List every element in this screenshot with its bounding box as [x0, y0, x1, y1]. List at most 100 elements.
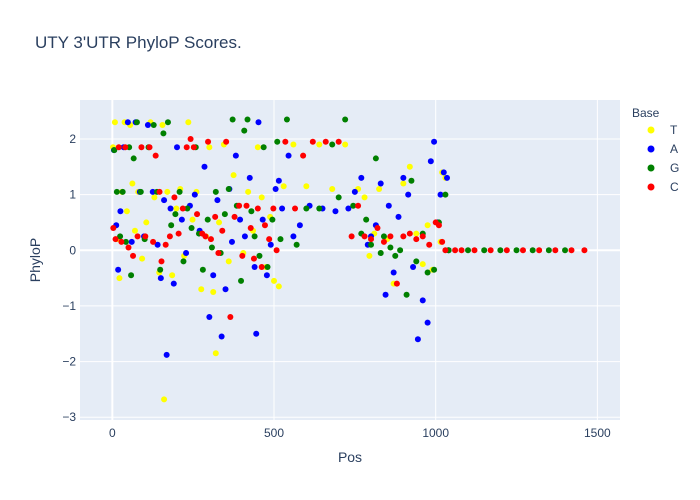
data-point-T	[206, 144, 213, 151]
data-point-G	[277, 236, 284, 243]
data-point-G	[408, 177, 415, 184]
data-point-A	[149, 188, 156, 195]
data-point-C	[243, 202, 250, 209]
data-point-C	[282, 138, 289, 145]
data-point-C	[236, 202, 243, 209]
data-point-G	[283, 116, 290, 123]
data-point-T	[198, 286, 205, 293]
data-point-G	[122, 238, 129, 245]
data-point-G	[329, 141, 336, 148]
data-point-A	[174, 144, 181, 151]
data-point-A	[218, 333, 225, 340]
data-point-A	[395, 213, 402, 220]
data-point-G	[465, 247, 472, 254]
data-point-A	[241, 233, 248, 240]
data-point-T	[361, 194, 368, 201]
data-point-A	[385, 202, 392, 209]
data-point-C	[205, 138, 212, 145]
x-tick-label: 500	[264, 426, 284, 440]
data-point-T	[290, 141, 297, 148]
data-point-G	[248, 208, 255, 215]
data-point-A	[161, 197, 168, 204]
legend-marker-G	[647, 164, 655, 172]
data-point-A	[405, 191, 412, 198]
legend-label-C: C	[670, 180, 679, 194]
data-point-G	[164, 119, 171, 126]
data-point-G	[184, 205, 191, 212]
data-point-C	[309, 138, 316, 145]
data-point-T	[123, 208, 130, 215]
data-point-C	[503, 247, 510, 254]
data-point-C	[442, 247, 449, 254]
data-point-C	[156, 188, 163, 195]
data-point-A	[170, 280, 177, 287]
data-point-G	[431, 266, 438, 273]
y-tick-label: 0	[69, 243, 76, 257]
data-point-T	[169, 272, 176, 279]
data-point-G	[229, 116, 236, 123]
data-point-A	[253, 330, 260, 337]
data-point-G	[168, 222, 175, 229]
y-tick-label: 2	[69, 132, 76, 146]
data-point-T	[111, 119, 118, 126]
data-point-C	[568, 247, 575, 254]
data-point-A	[128, 238, 135, 245]
data-point-G	[157, 266, 164, 273]
data-point-G	[111, 147, 118, 154]
data-point-G	[119, 188, 126, 195]
data-point-C	[261, 222, 268, 229]
data-point-T	[376, 186, 383, 193]
data-point-A	[222, 286, 229, 293]
data-point-T	[413, 230, 420, 237]
data-point-A	[115, 266, 122, 273]
data-point-T	[129, 180, 136, 187]
data-point-A	[275, 177, 282, 184]
data-point-G	[562, 247, 569, 254]
data-point-C	[452, 247, 459, 254]
y-tick-label: −2	[62, 355, 76, 369]
data-point-G	[380, 233, 387, 240]
data-point-A	[117, 208, 124, 215]
data-point-T	[230, 172, 237, 179]
data-point-C	[122, 144, 129, 151]
data-point-A	[228, 238, 235, 245]
data-point-A	[237, 216, 244, 223]
data-point-T	[245, 188, 252, 195]
data-point-C	[266, 236, 273, 243]
x-axis-title: Pos	[338, 449, 362, 465]
data-point-T	[258, 194, 265, 201]
data-point-A	[251, 263, 258, 270]
data-point-T	[303, 183, 310, 190]
data-point-A	[358, 174, 365, 181]
data-point-G	[128, 272, 135, 279]
data-point-A	[191, 191, 198, 198]
data-point-C	[458, 247, 465, 254]
data-point-T	[342, 141, 349, 148]
data-point-C	[146, 144, 153, 151]
data-point-A	[377, 180, 384, 187]
data-point-C	[426, 241, 433, 248]
data-point-G	[316, 205, 323, 212]
data-point-C	[374, 225, 381, 231]
data-point-C	[118, 238, 125, 245]
data-point-A	[410, 263, 417, 270]
data-point-A	[201, 163, 208, 170]
data-point-G	[244, 116, 251, 123]
y-tick-label: 1	[69, 188, 76, 202]
x-tick-label: 0	[109, 426, 116, 440]
data-point-C	[142, 233, 149, 240]
data-point-C	[158, 258, 165, 265]
data-point-T	[139, 255, 146, 262]
data-point-G	[269, 216, 276, 223]
data-point-A	[232, 152, 239, 159]
data-point-C	[254, 205, 261, 212]
data-point-A	[285, 152, 292, 159]
data-point-A	[419, 297, 426, 304]
data-point-G	[363, 216, 370, 223]
data-point-C	[166, 233, 173, 240]
data-point-C	[115, 144, 122, 151]
data-point-G	[424, 269, 431, 276]
data-point-C	[215, 250, 222, 257]
data-point-T	[366, 252, 373, 259]
